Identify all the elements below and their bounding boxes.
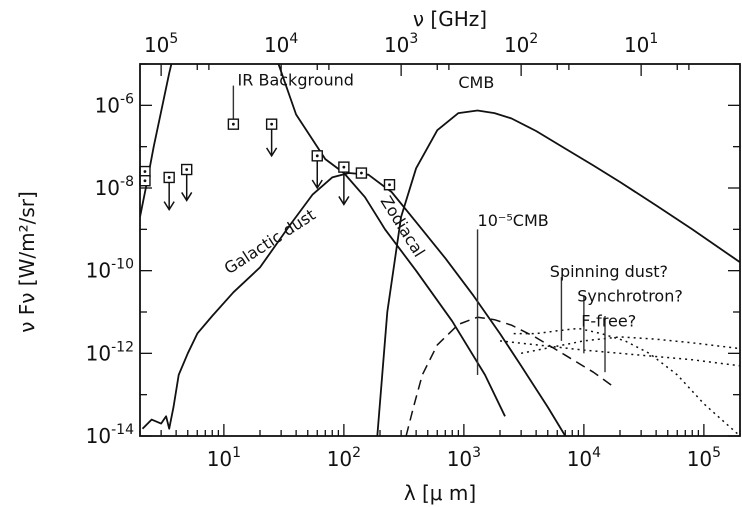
data-point-marker-3 [180, 163, 193, 176]
x-tick-label-0: 101 [207, 445, 241, 471]
curves-layer [140, 64, 740, 436]
series-line-7 [499, 340, 740, 367]
ticks-layer [139, 63, 741, 437]
annotation-5: Spinning dust? [550, 262, 668, 281]
y-tick-label-1: 10-8 [95, 174, 134, 200]
upper-limit-arrow-4 [338, 168, 350, 206]
y-tick-label-0: 10-6 [95, 91, 135, 117]
top-tick-label-1: 104 [264, 31, 298, 57]
tick-labels-layer: 101 102 103 104 105 105 104 103 102 101 10-6 10-8 10… [86, 31, 721, 471]
x-tick-label-4: 105 [687, 445, 721, 471]
upper-limit-arrow-2 [265, 126, 278, 158]
annotation-6: Synchrotron? [577, 286, 683, 305]
upper-limit-arrow-1 [181, 171, 193, 202]
data-point-marker-7 [338, 161, 350, 173]
upper-limit-arrow-3 [311, 159, 323, 190]
annotations-layer: IR Background CMB Galactic dust Zodiacal 10⁻… [221, 71, 683, 331]
x-tick-label-2: 103 [447, 445, 481, 471]
series-line-1 [277, 64, 506, 417]
data-point-marker-2 [163, 171, 175, 184]
top-tick-label-2: 103 [384, 31, 418, 57]
data-point-marker-4 [227, 118, 240, 130]
annotation-1: CMB [458, 73, 494, 92]
x-axis-title: λ [μ m] [404, 481, 476, 505]
annotation-3: Zodiacal [377, 192, 429, 260]
x-tick-label-3: 104 [567, 445, 601, 471]
data-point-marker-8 [355, 167, 368, 179]
data-point-marker-9 [383, 179, 396, 191]
plot-frame [139, 63, 741, 437]
annotation-0: IR Background [238, 71, 354, 90]
annotation-4: 10⁻⁵CMB [478, 211, 549, 230]
data-point-marker-1 [139, 175, 151, 187]
upper-limit-arrow-0 [163, 179, 175, 212]
x-tick-label-1: 102 [327, 445, 361, 471]
y-tick-label-2: 10-10 [86, 257, 134, 283]
top-tick-label-3: 102 [504, 31, 538, 57]
top-tick-label-4: 101 [624, 31, 658, 57]
data-point-marker-5 [265, 118, 278, 130]
y-axis-title: ν Fν [W/m²/sr] [15, 191, 39, 333]
series-line-6 [520, 336, 740, 355]
series-line-2 [141, 172, 567, 436]
top-axis-title: ν [GHz] [413, 7, 487, 31]
annotation-2: Galactic dust [221, 205, 319, 278]
annotation-7: F-free? [581, 311, 636, 330]
series-line-3 [376, 109, 740, 436]
marks-layer [139, 85, 606, 375]
data-point-marker-6 [311, 150, 323, 162]
y-tick-label-3: 10-12 [86, 339, 134, 365]
series-line-4 [405, 316, 615, 436]
y-tick-label-4: 10-14 [86, 422, 134, 448]
series-line-0 [140, 64, 173, 218]
top-tick-label-0: 105 [144, 31, 178, 57]
